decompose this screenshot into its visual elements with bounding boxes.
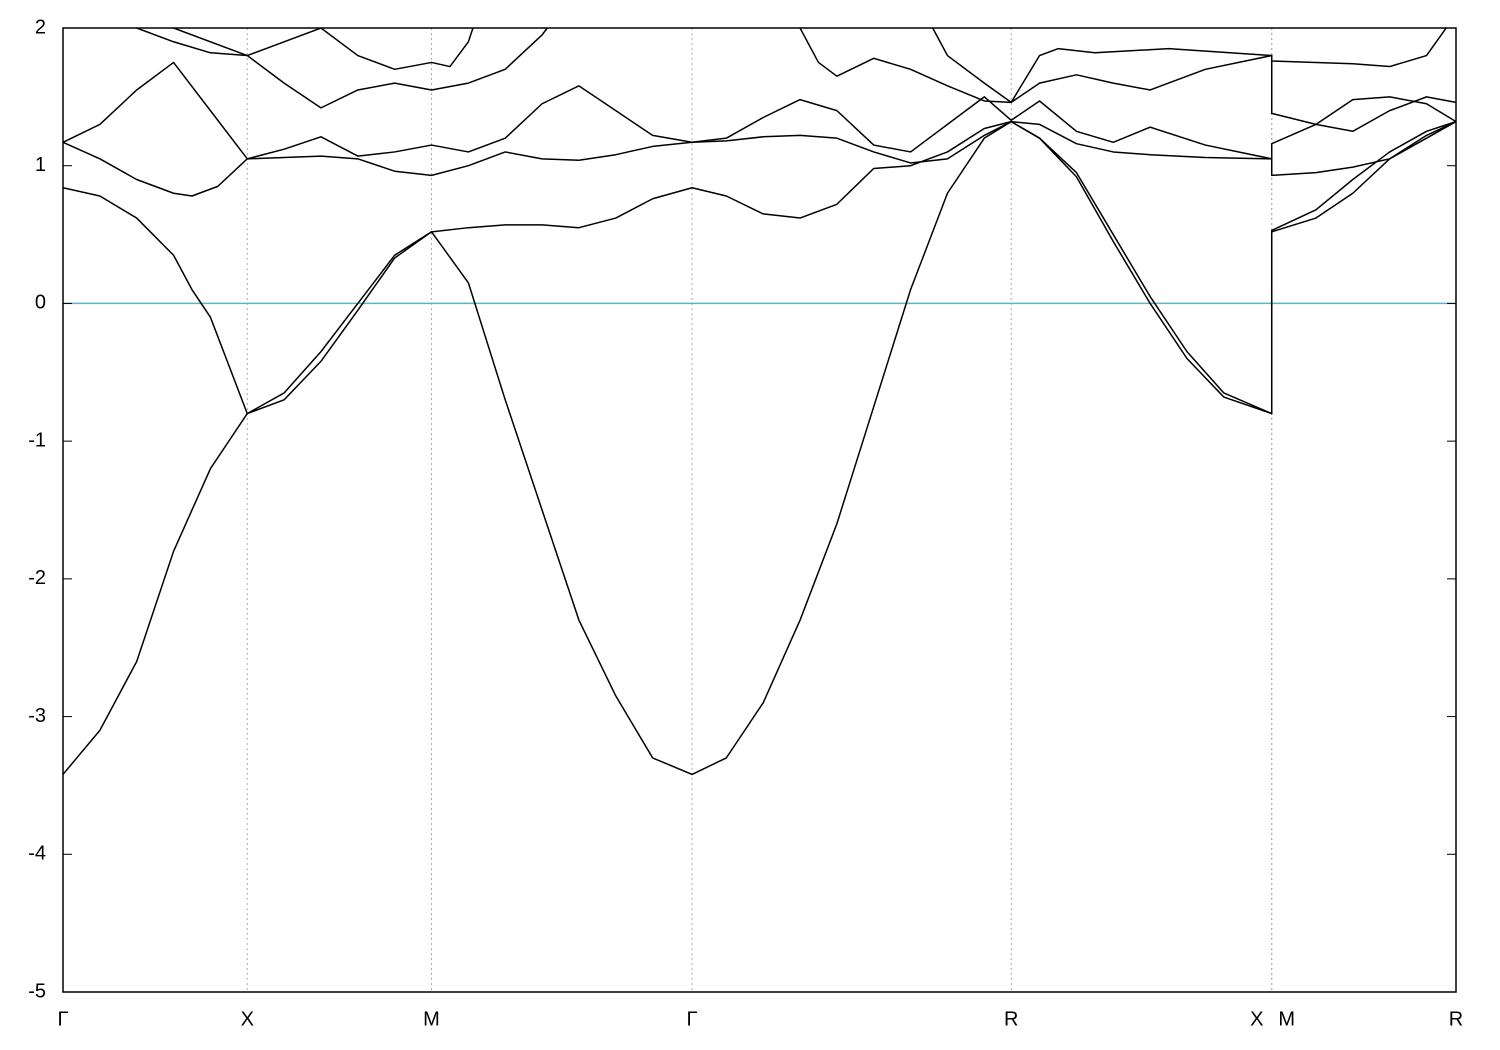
- y-tick-label: -2: [28, 567, 46, 589]
- plot-area: [63, 28, 1456, 992]
- x-tick-label: X: [241, 1008, 254, 1030]
- x-tick-label: R: [1004, 1008, 1018, 1030]
- x-tick-label: Γ: [687, 1008, 698, 1030]
- y-tick-label: 0: [35, 292, 46, 314]
- band-line: [135, 28, 1456, 133]
- x-tick-label: Γ: [57, 1008, 68, 1030]
- y-tick-label: -3: [28, 705, 46, 727]
- y-tick-label: 1: [35, 154, 46, 176]
- x-tick-label: X: [1250, 1008, 1263, 1030]
- y-tick-label: 2: [35, 16, 46, 38]
- band-line: [63, 120, 1456, 776]
- band-line: [172, 28, 1448, 104]
- band-line: [63, 61, 1456, 160]
- plot-frame: [62, 27, 1457, 993]
- band-line: [63, 120, 1456, 197]
- y-tick-label: -5: [28, 980, 46, 1002]
- x-tick-label: R: [1449, 1008, 1463, 1030]
- band-line: [63, 120, 1456, 415]
- y-tick-label: -1: [28, 429, 46, 451]
- y-tick-label: -4: [28, 843, 46, 865]
- x-tick-label: M: [423, 1008, 440, 1030]
- x-tick-label: M: [1278, 1008, 1295, 1030]
